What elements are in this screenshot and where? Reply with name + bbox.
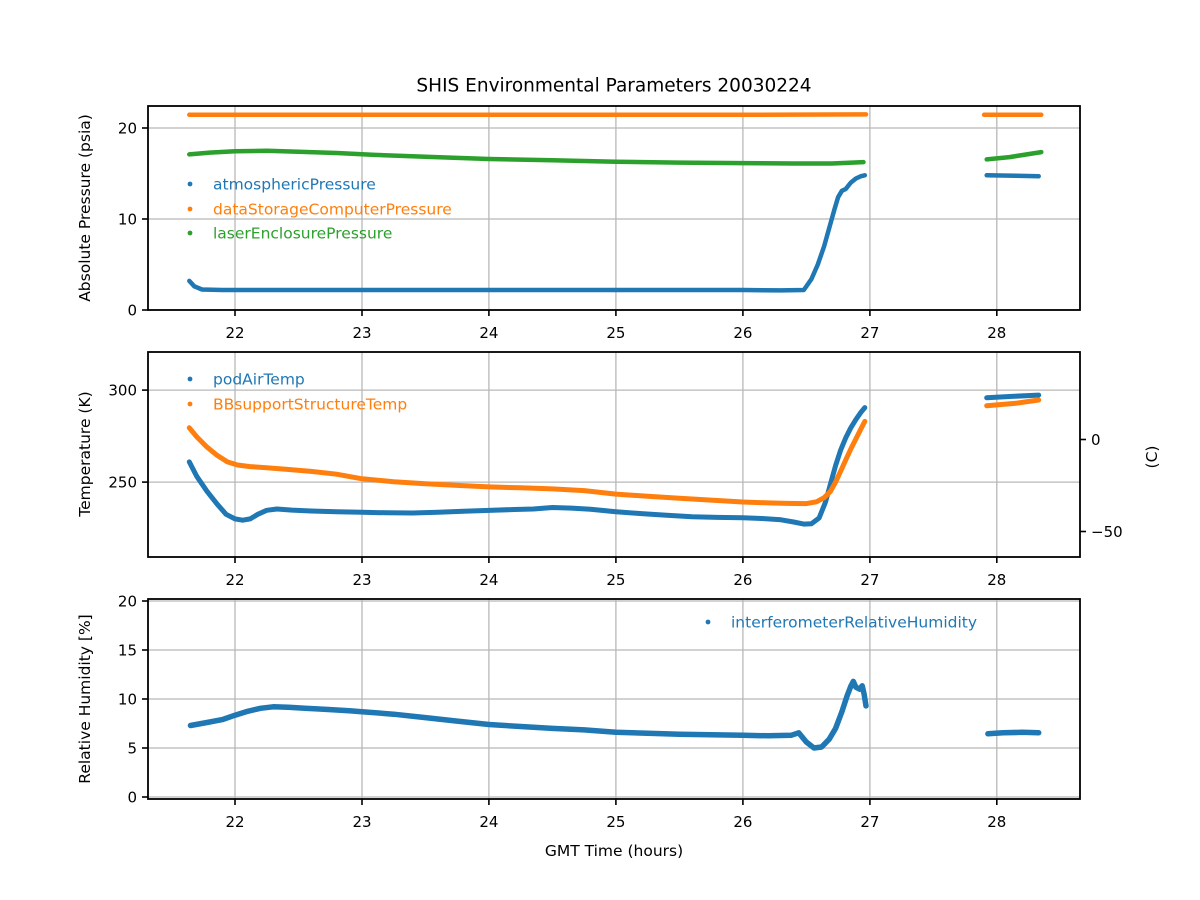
x-tick-label: 24 (479, 324, 498, 342)
y-tick-label: 10 (118, 211, 137, 229)
legend-label: BBsupportStructureTemp (213, 396, 407, 414)
y-tick-label: 15 (118, 642, 137, 660)
legend-label: atmosphericPressure (213, 176, 376, 194)
legend-marker (705, 619, 711, 625)
series-BBsupportStructureTemp (186, 418, 868, 507)
humidity-y-axis-label: Relative Humidity [%] (76, 614, 94, 784)
legend-marker (187, 376, 193, 382)
x-tick-label: 27 (860, 813, 879, 831)
legend-label: interferometerRelativeHumidity (731, 614, 977, 632)
legend-marker (187, 181, 193, 187)
series-interferometerRelativeHumidity (985, 729, 1042, 737)
temperature-y-axis-label: Temperature (K) (76, 391, 94, 517)
axes-spines (147, 351, 1081, 558)
right-y-tick-label: 0 (1091, 431, 1101, 449)
x-tick-label: 28 (987, 324, 1006, 342)
axes-spines (147, 105, 1081, 311)
y-tick-label: 300 (108, 382, 137, 400)
x-tick-label: 23 (352, 813, 371, 831)
pressure-y-axis-label: Absolute Pressure (psia) (76, 114, 94, 302)
x-tick-label: 27 (860, 324, 879, 342)
x-tick-label: 24 (479, 571, 498, 589)
series-BBsupportStructureTemp (984, 397, 1042, 409)
legend-label: laserEnclosurePressure (213, 225, 392, 243)
x-tick-label: 26 (733, 324, 752, 342)
y-tick-label: 0 (127, 302, 137, 320)
x-tick-label: 25 (606, 571, 625, 589)
subplot-2: 22 23 24 25 26 27 28 0 5 10 15 20 interferometerRela… (118, 593, 1081, 831)
y-tick-label: 0 (127, 789, 137, 807)
series-laserEnclosurePressure (984, 149, 1044, 162)
legend-marker (187, 401, 193, 407)
legend-marker (187, 230, 193, 236)
legend-label: podAirTemp (213, 371, 305, 389)
y-tick-label: 20 (118, 120, 137, 138)
y-tick-label: 20 (118, 593, 137, 611)
x-tick-label: 28 (987, 571, 1006, 589)
y-tick-label: 5 (127, 740, 137, 758)
x-tick-label: 23 (352, 324, 371, 342)
series-atmosphericPressure (984, 173, 1041, 179)
celsius-right-axis-label: (C) (1143, 445, 1161, 469)
x-tick-label: 22 (225, 324, 244, 342)
x-tick-label: 22 (225, 571, 244, 589)
right-y-tick-label: −50 (1091, 523, 1123, 541)
series-atmosphericPressure (187, 173, 868, 293)
subplot-1: 22 23 24 25 26 27 28 250 300 0 −50 podAirTemp BBsupp… (108, 351, 1123, 589)
y-tick-label: 250 (108, 474, 137, 492)
legend-label: dataStorageComputerPressure (213, 201, 452, 219)
legend-marker (187, 206, 193, 212)
x-axis-label: GMT Time (hours) (544, 842, 684, 860)
x-tick-label: 24 (479, 813, 498, 831)
x-tick-label: 22 (225, 813, 244, 831)
series-interferometerRelativeHumidity (187, 678, 869, 751)
chart-title: SHIS Environmental Parameters 20030224 (416, 75, 812, 97)
series-podAirTemp (984, 392, 1042, 401)
x-tick-label: 27 (860, 571, 879, 589)
y-tick-label: 10 (118, 691, 137, 709)
series-podAirTemp (186, 405, 868, 527)
x-tick-label: 25 (606, 813, 625, 831)
x-tick-label: 26 (733, 571, 752, 589)
x-tick-label: 25 (606, 324, 625, 342)
series-laserEnclosurePressure (187, 148, 866, 166)
x-tick-label: 26 (733, 813, 752, 831)
x-tick-label: 23 (352, 571, 371, 589)
subplot-0: 22 23 24 25 26 27 28 0 10 20 atmosphericPressure da… (118, 105, 1081, 342)
x-tick-label: 28 (987, 813, 1006, 831)
